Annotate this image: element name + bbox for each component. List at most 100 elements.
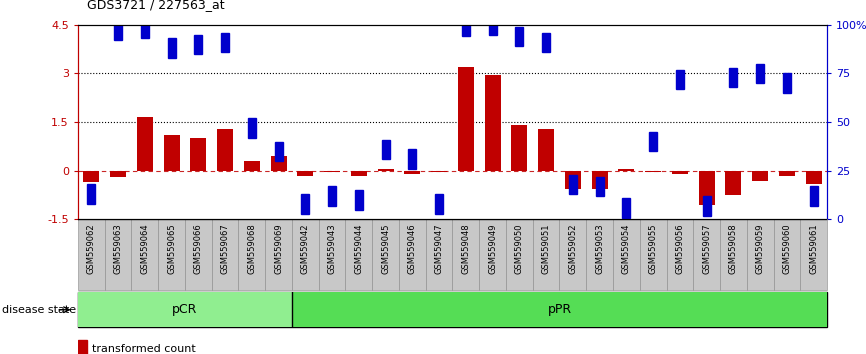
- Bar: [805, 171, 822, 184]
- FancyBboxPatch shape: [667, 219, 694, 290]
- Text: pPR: pPR: [547, 303, 572, 316]
- Text: GSM559061: GSM559061: [809, 223, 818, 274]
- Bar: [675, 69, 684, 89]
- Bar: [699, 171, 714, 205]
- Bar: [270, 156, 287, 171]
- Bar: [779, 171, 795, 176]
- Text: GSM559047: GSM559047: [435, 223, 443, 274]
- Bar: [810, 186, 818, 206]
- Bar: [351, 171, 367, 176]
- Bar: [542, 33, 550, 52]
- Text: GSM559056: GSM559056: [675, 223, 684, 274]
- Text: GSM559044: GSM559044: [354, 223, 364, 274]
- Text: GSM559045: GSM559045: [381, 223, 390, 274]
- Text: GSM559054: GSM559054: [622, 223, 630, 274]
- Text: transformed count: transformed count: [92, 344, 196, 354]
- Bar: [729, 68, 738, 87]
- Bar: [217, 129, 233, 171]
- Bar: [137, 117, 152, 171]
- Bar: [409, 149, 417, 169]
- FancyBboxPatch shape: [78, 292, 292, 327]
- Bar: [726, 171, 741, 195]
- FancyBboxPatch shape: [559, 219, 586, 290]
- Bar: [297, 171, 313, 176]
- Text: GSM559042: GSM559042: [301, 223, 310, 274]
- FancyBboxPatch shape: [372, 219, 399, 290]
- Text: GSM559048: GSM559048: [462, 223, 470, 274]
- Bar: [783, 73, 791, 93]
- Bar: [565, 171, 581, 189]
- Bar: [515, 27, 523, 46]
- Text: GSM559049: GSM559049: [488, 223, 497, 274]
- Bar: [141, 19, 149, 38]
- Bar: [244, 161, 260, 171]
- Bar: [324, 171, 340, 172]
- Bar: [650, 132, 657, 152]
- FancyBboxPatch shape: [426, 219, 452, 290]
- Bar: [618, 169, 635, 171]
- Text: GSM559046: GSM559046: [408, 223, 417, 274]
- Bar: [488, 15, 496, 34]
- FancyBboxPatch shape: [132, 219, 158, 290]
- FancyBboxPatch shape: [533, 219, 559, 290]
- FancyBboxPatch shape: [238, 219, 265, 290]
- Bar: [458, 67, 474, 171]
- Bar: [378, 169, 394, 171]
- Bar: [355, 190, 363, 210]
- FancyBboxPatch shape: [78, 219, 105, 290]
- Bar: [569, 175, 577, 194]
- Bar: [702, 196, 711, 216]
- Bar: [221, 33, 229, 52]
- Text: GSM559051: GSM559051: [541, 223, 551, 274]
- Bar: [78, 341, 87, 354]
- FancyBboxPatch shape: [640, 219, 667, 290]
- FancyBboxPatch shape: [185, 219, 211, 290]
- Text: GSM559053: GSM559053: [595, 223, 604, 274]
- Text: GSM559052: GSM559052: [568, 223, 578, 274]
- Bar: [328, 186, 336, 206]
- Bar: [164, 135, 179, 171]
- FancyBboxPatch shape: [800, 219, 827, 290]
- Text: GSM559062: GSM559062: [87, 223, 96, 274]
- Bar: [194, 35, 203, 54]
- Bar: [275, 142, 282, 161]
- Text: GSM559055: GSM559055: [649, 223, 657, 274]
- FancyBboxPatch shape: [586, 219, 613, 290]
- FancyBboxPatch shape: [292, 292, 827, 327]
- Bar: [756, 64, 764, 83]
- Text: GSM559063: GSM559063: [113, 223, 123, 274]
- Text: GSM559058: GSM559058: [729, 223, 738, 274]
- FancyBboxPatch shape: [773, 219, 800, 290]
- Bar: [431, 171, 447, 172]
- Text: disease state: disease state: [2, 305, 76, 315]
- FancyBboxPatch shape: [319, 219, 346, 290]
- Text: GSM559069: GSM559069: [275, 223, 283, 274]
- Text: pCR: pCR: [172, 303, 197, 316]
- Bar: [538, 129, 554, 171]
- FancyBboxPatch shape: [346, 219, 372, 290]
- FancyBboxPatch shape: [613, 219, 640, 290]
- Bar: [645, 171, 661, 172]
- Text: GSM559050: GSM559050: [515, 223, 524, 274]
- Text: GSM559060: GSM559060: [782, 223, 792, 274]
- Bar: [83, 171, 100, 182]
- Bar: [404, 171, 420, 174]
- FancyBboxPatch shape: [694, 219, 720, 290]
- FancyBboxPatch shape: [211, 219, 238, 290]
- Bar: [435, 194, 443, 213]
- Text: GSM559057: GSM559057: [702, 223, 711, 274]
- Text: GSM559068: GSM559068: [248, 223, 256, 274]
- Text: GSM559067: GSM559067: [221, 223, 229, 274]
- Bar: [301, 194, 309, 213]
- Bar: [191, 138, 206, 171]
- FancyBboxPatch shape: [506, 219, 533, 290]
- Bar: [672, 171, 688, 174]
- Text: GSM559064: GSM559064: [140, 223, 149, 274]
- FancyBboxPatch shape: [479, 219, 506, 290]
- Text: GDS3721 / 227563_at: GDS3721 / 227563_at: [87, 0, 224, 11]
- Bar: [591, 171, 608, 189]
- Text: GSM559065: GSM559065: [167, 223, 176, 274]
- Text: GSM559059: GSM559059: [756, 223, 765, 274]
- Bar: [462, 17, 470, 36]
- FancyBboxPatch shape: [265, 219, 292, 290]
